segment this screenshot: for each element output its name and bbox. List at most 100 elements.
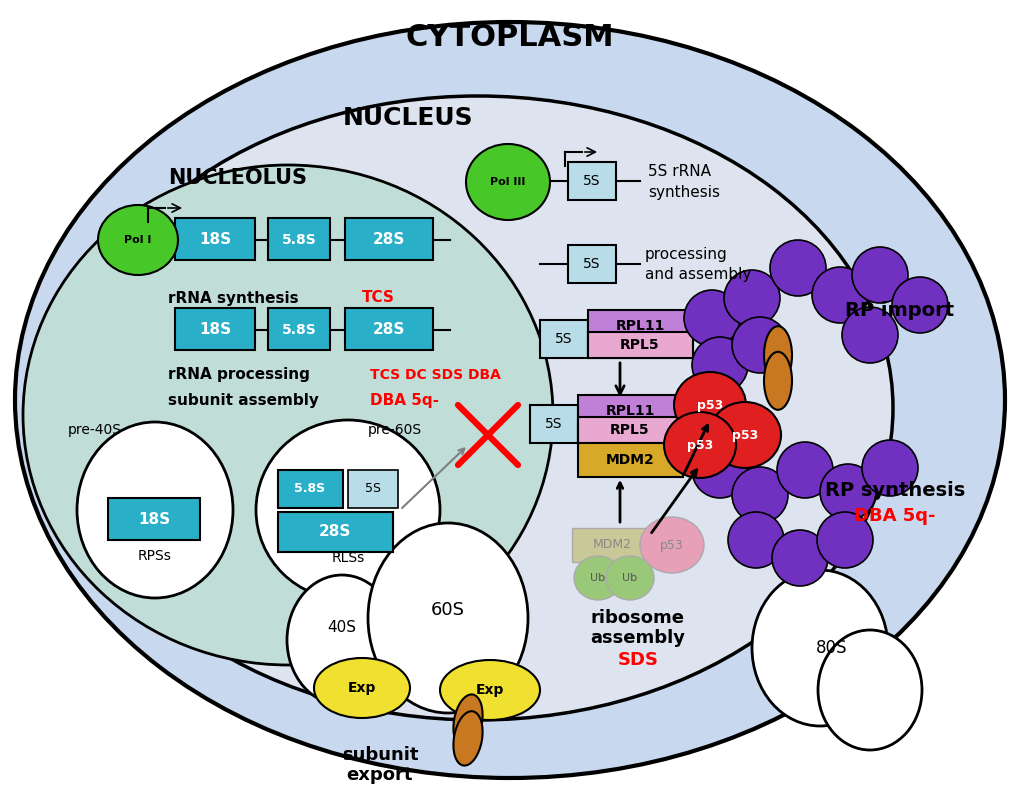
- Text: 40S: 40S: [327, 620, 357, 635]
- Text: 5.8S: 5.8S: [281, 233, 316, 247]
- Bar: [268, 308, 330, 350]
- Ellipse shape: [728, 512, 784, 568]
- Ellipse shape: [892, 277, 947, 333]
- Text: 60S: 60S: [431, 601, 465, 619]
- Text: 18S: 18S: [199, 322, 231, 337]
- Text: SDS: SDS: [616, 651, 658, 669]
- Ellipse shape: [314, 658, 410, 718]
- Text: 5.8S: 5.8S: [281, 323, 316, 337]
- Text: 28S: 28S: [319, 525, 351, 539]
- Bar: [347, 470, 397, 508]
- Ellipse shape: [763, 326, 791, 384]
- Ellipse shape: [684, 290, 739, 346]
- Text: MDM2: MDM2: [605, 453, 654, 467]
- Ellipse shape: [605, 556, 653, 600]
- Text: DBA 5q-: DBA 5q-: [370, 392, 438, 407]
- Ellipse shape: [15, 22, 1004, 778]
- Ellipse shape: [769, 240, 825, 296]
- Text: 5S: 5S: [365, 483, 381, 495]
- Ellipse shape: [76, 422, 232, 598]
- Text: pre-60S: pre-60S: [368, 423, 422, 437]
- Text: Ub: Ub: [590, 573, 605, 583]
- Ellipse shape: [466, 144, 549, 220]
- Text: 18S: 18S: [138, 511, 170, 526]
- Text: 80S: 80S: [815, 639, 847, 657]
- Ellipse shape: [256, 420, 439, 600]
- Text: TCS DC SDS DBA: TCS DC SDS DBA: [370, 368, 500, 382]
- Text: RLSs: RLSs: [331, 551, 364, 565]
- Text: 5S: 5S: [583, 174, 600, 188]
- Text: DBA 5q-: DBA 5q-: [854, 507, 934, 525]
- Ellipse shape: [776, 442, 833, 498]
- Bar: [578, 417, 683, 443]
- Text: rRNA processing: rRNA processing: [168, 368, 310, 383]
- Text: synthesis: synthesis: [647, 184, 719, 199]
- Bar: [587, 332, 692, 358]
- Text: NUCLEUS: NUCLEUS: [342, 106, 473, 130]
- Ellipse shape: [23, 165, 552, 665]
- Ellipse shape: [723, 270, 780, 326]
- Bar: [278, 470, 342, 508]
- Ellipse shape: [732, 467, 788, 523]
- Text: Pol I: Pol I: [124, 235, 152, 245]
- Text: and assembly: and assembly: [644, 267, 751, 282]
- Text: Exp: Exp: [347, 681, 376, 695]
- Text: p53: p53: [696, 399, 722, 411]
- Bar: [568, 162, 615, 200]
- Ellipse shape: [574, 556, 622, 600]
- Ellipse shape: [708, 402, 781, 468]
- Bar: [344, 308, 433, 350]
- Ellipse shape: [453, 695, 482, 749]
- Ellipse shape: [691, 337, 747, 393]
- Text: CYTOPLASM: CYTOPLASM: [406, 24, 613, 52]
- Text: rRNA synthesis: rRNA synthesis: [168, 291, 299, 306]
- Text: assembly: assembly: [590, 629, 685, 647]
- Text: RPL11: RPL11: [604, 404, 654, 418]
- Text: p53: p53: [659, 538, 683, 552]
- Text: RP synthesis: RP synthesis: [824, 480, 964, 499]
- Text: pre-40S: pre-40S: [68, 423, 122, 437]
- Text: 5S: 5S: [554, 332, 573, 346]
- Ellipse shape: [63, 96, 892, 720]
- Bar: [268, 218, 330, 260]
- Text: 18S: 18S: [199, 233, 231, 248]
- Ellipse shape: [841, 307, 897, 363]
- Ellipse shape: [639, 517, 703, 573]
- Text: NUCLEOLUS: NUCLEOLUS: [168, 168, 307, 188]
- Ellipse shape: [816, 512, 872, 568]
- Text: 5S: 5S: [545, 417, 562, 431]
- Text: 5.8S: 5.8S: [294, 483, 325, 495]
- Bar: [175, 308, 255, 350]
- Ellipse shape: [663, 412, 736, 478]
- Ellipse shape: [691, 442, 747, 498]
- Text: MDM2: MDM2: [592, 538, 631, 552]
- Text: 5S: 5S: [583, 257, 600, 271]
- Bar: [572, 528, 651, 562]
- Bar: [530, 405, 578, 443]
- Text: Pol III: Pol III: [490, 177, 525, 187]
- Text: export: export: [346, 766, 413, 784]
- Text: 28S: 28S: [373, 233, 405, 248]
- Ellipse shape: [771, 530, 827, 586]
- Bar: [344, 218, 433, 260]
- Text: RPSs: RPSs: [138, 549, 172, 563]
- Ellipse shape: [453, 711, 482, 765]
- Text: RPL11: RPL11: [614, 319, 664, 333]
- Text: 28S: 28S: [373, 322, 405, 337]
- Ellipse shape: [439, 660, 539, 720]
- Bar: [587, 310, 692, 358]
- Ellipse shape: [98, 205, 178, 275]
- Ellipse shape: [861, 440, 917, 496]
- Ellipse shape: [286, 575, 396, 705]
- Text: Exp: Exp: [475, 683, 503, 697]
- Text: RP import: RP import: [845, 300, 954, 319]
- Text: ribosome: ribosome: [590, 609, 685, 627]
- Text: RPL5: RPL5: [620, 338, 659, 352]
- Bar: [108, 498, 200, 540]
- Bar: [568, 245, 615, 283]
- Text: 5S rRNA: 5S rRNA: [647, 164, 710, 179]
- Bar: [278, 512, 392, 552]
- Text: RPL5: RPL5: [609, 423, 649, 437]
- Bar: [175, 218, 255, 260]
- Ellipse shape: [751, 570, 888, 726]
